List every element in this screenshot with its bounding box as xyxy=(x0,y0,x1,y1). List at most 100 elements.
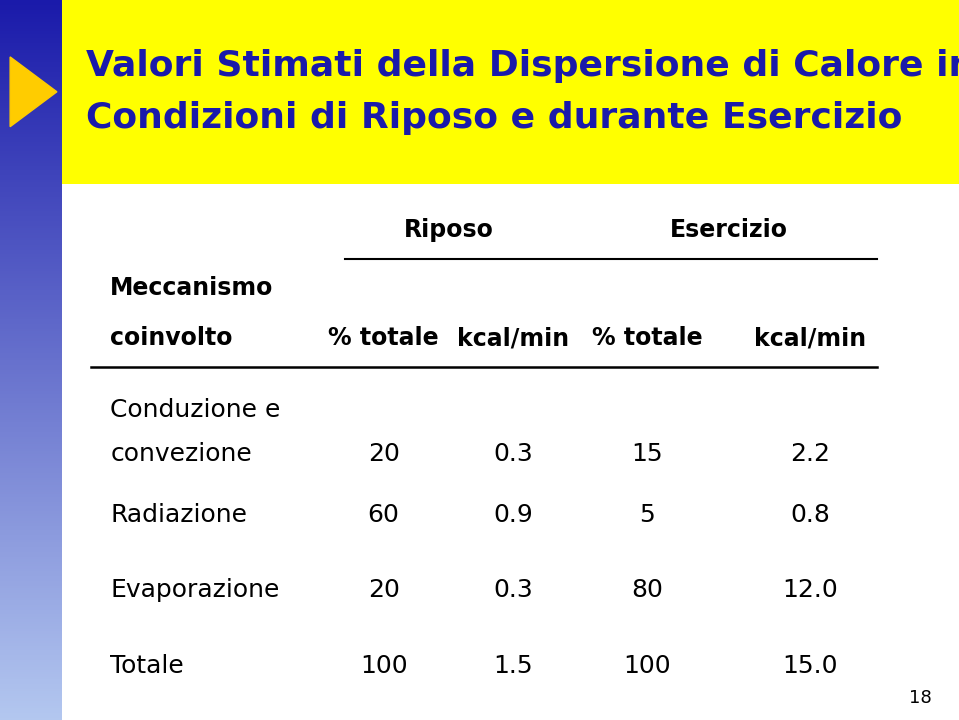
Bar xyxy=(0,50,62,53)
Bar xyxy=(0,290,62,293)
Bar xyxy=(0,194,62,197)
Bar xyxy=(0,187,62,189)
Bar xyxy=(0,153,62,156)
Bar xyxy=(0,101,62,103)
Bar xyxy=(0,540,62,542)
Bar xyxy=(0,526,62,528)
Bar xyxy=(0,410,62,413)
Text: 18: 18 xyxy=(909,690,932,707)
Bar xyxy=(0,355,62,358)
Bar xyxy=(0,513,62,516)
Bar xyxy=(0,346,62,348)
Bar xyxy=(0,72,62,74)
Bar xyxy=(0,117,62,120)
Bar xyxy=(0,598,62,600)
Bar xyxy=(0,127,62,130)
Bar xyxy=(0,408,62,410)
Bar xyxy=(0,391,62,394)
Bar xyxy=(0,384,62,387)
Bar xyxy=(0,94,62,96)
Bar xyxy=(0,151,62,153)
Bar xyxy=(0,197,62,199)
Bar xyxy=(0,405,62,408)
Bar xyxy=(0,682,62,684)
Bar xyxy=(0,238,62,240)
Text: coinvolto: coinvolto xyxy=(110,326,233,351)
Bar xyxy=(0,372,62,374)
Bar xyxy=(0,480,62,482)
Bar xyxy=(0,60,62,63)
Bar xyxy=(0,490,62,492)
Bar xyxy=(0,432,62,434)
Bar xyxy=(0,96,62,99)
Bar xyxy=(0,360,62,362)
Bar xyxy=(0,475,62,477)
Bar xyxy=(0,670,62,672)
Bar xyxy=(0,202,62,204)
Bar xyxy=(0,418,62,420)
Bar xyxy=(0,221,62,223)
Bar xyxy=(0,41,62,43)
Bar xyxy=(0,434,62,437)
Bar xyxy=(0,243,62,245)
Bar xyxy=(0,274,62,276)
Bar xyxy=(0,45,62,48)
Bar xyxy=(0,502,62,504)
Bar xyxy=(0,106,62,108)
Bar xyxy=(0,132,62,135)
Bar xyxy=(0,55,62,58)
Bar xyxy=(0,662,62,665)
Text: kcal/min: kcal/min xyxy=(755,326,866,351)
Text: 60: 60 xyxy=(367,503,400,527)
Bar xyxy=(0,547,62,549)
Bar xyxy=(0,441,62,444)
Text: 15: 15 xyxy=(632,441,663,466)
Bar xyxy=(0,302,62,305)
Bar xyxy=(0,58,62,60)
Bar xyxy=(0,703,62,706)
Bar xyxy=(0,166,62,168)
Bar xyxy=(0,48,62,50)
Bar xyxy=(0,216,62,218)
Bar xyxy=(0,283,62,286)
Bar xyxy=(0,125,62,127)
Bar xyxy=(0,247,62,250)
Bar xyxy=(0,420,62,423)
Bar xyxy=(0,437,62,439)
Bar xyxy=(0,569,62,571)
Bar xyxy=(0,185,62,187)
Bar xyxy=(0,653,62,655)
Bar xyxy=(0,631,62,634)
Bar xyxy=(0,715,62,718)
Bar xyxy=(0,564,62,567)
Text: % totale: % totale xyxy=(328,326,439,351)
Bar xyxy=(0,590,62,593)
Bar xyxy=(0,523,62,526)
Bar xyxy=(0,34,62,36)
Bar xyxy=(0,538,62,540)
Bar xyxy=(0,158,62,161)
Bar xyxy=(0,149,62,151)
Bar xyxy=(0,293,62,295)
Text: 100: 100 xyxy=(623,654,671,678)
Bar xyxy=(0,451,62,454)
Bar xyxy=(0,250,62,252)
Bar xyxy=(0,53,62,55)
Bar xyxy=(0,120,62,122)
Bar xyxy=(0,603,62,605)
Bar xyxy=(0,103,62,106)
Bar xyxy=(0,108,62,110)
Bar xyxy=(0,461,62,463)
Text: 0.8: 0.8 xyxy=(790,503,830,527)
Bar xyxy=(0,624,62,626)
Bar xyxy=(0,22,62,24)
Polygon shape xyxy=(11,57,57,127)
Bar xyxy=(0,31,62,34)
Bar xyxy=(0,297,62,300)
Bar xyxy=(0,240,62,243)
Bar xyxy=(0,7,62,9)
Bar xyxy=(0,639,62,641)
Bar xyxy=(0,331,62,333)
Bar xyxy=(0,528,62,531)
Bar xyxy=(0,89,62,91)
